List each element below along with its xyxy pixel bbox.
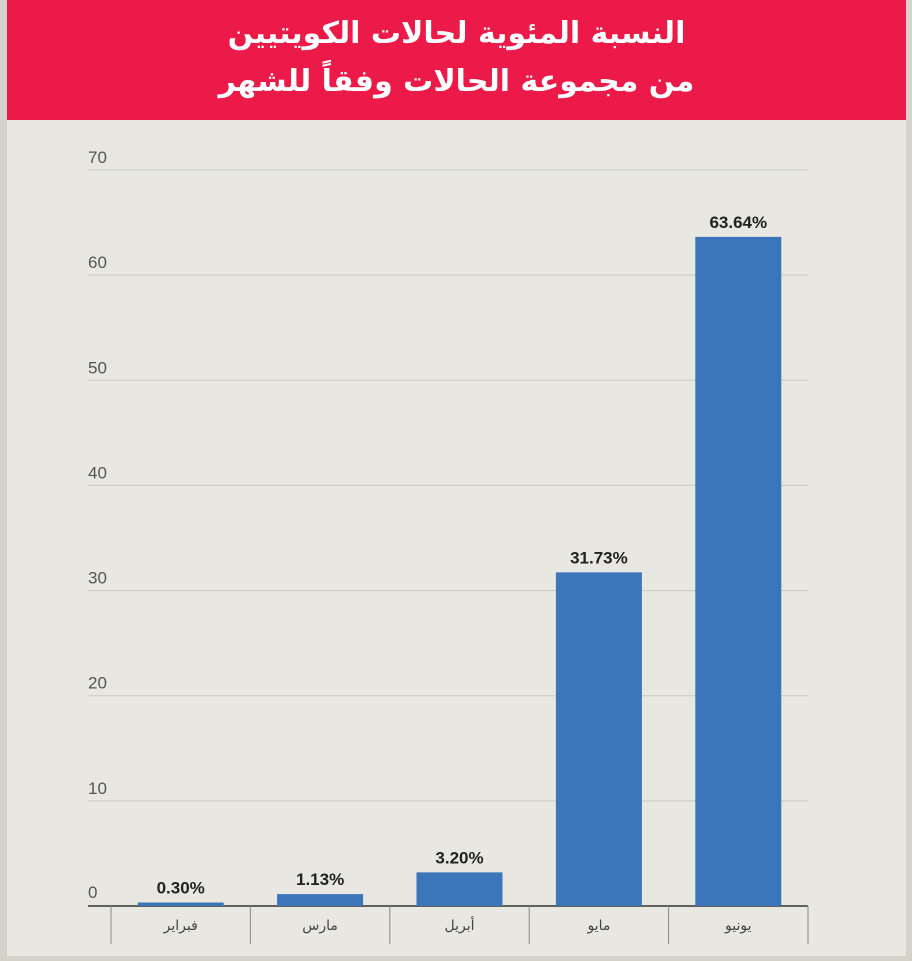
chart-title-line-1: النسبة المئوية لحالات الكويتيين	[227, 16, 686, 51]
bar	[416, 872, 503, 906]
x-tick-label: مارس	[302, 918, 338, 934]
bar-data-label: 0.30%	[157, 879, 205, 898]
x-tick-label: يونيو	[724, 918, 752, 934]
y-tick-label: 60	[88, 253, 107, 272]
bar-data-label: 63.64%	[709, 213, 767, 232]
y-tick-label: 10	[88, 779, 107, 798]
bar	[555, 572, 642, 906]
bar	[277, 894, 364, 906]
y-tick-label: 30	[88, 569, 107, 588]
chart-header: النسبة المئوية لحالات الكويتيين من مجموع…	[7, 0, 906, 120]
x-tick-label: فبراير	[163, 918, 198, 934]
bar-data-label: 1.13%	[296, 870, 344, 889]
chart-title-line-2: من مجموعة الحالات وفقاً للشهر	[218, 64, 695, 99]
bar	[137, 902, 224, 906]
y-tick-label: 50	[88, 358, 107, 377]
bar-data-label: 3.20%	[435, 848, 483, 867]
y-tick-label: 20	[88, 674, 107, 693]
y-tick-label: 40	[88, 463, 107, 482]
y-tick-label: 70	[88, 148, 107, 167]
bar-data-label: 31.73%	[570, 548, 628, 567]
x-tick-label: مايو	[586, 918, 610, 934]
x-tick-label: أبريل	[444, 916, 474, 934]
y-tick-label: 0	[88, 883, 97, 902]
bar	[695, 236, 782, 906]
